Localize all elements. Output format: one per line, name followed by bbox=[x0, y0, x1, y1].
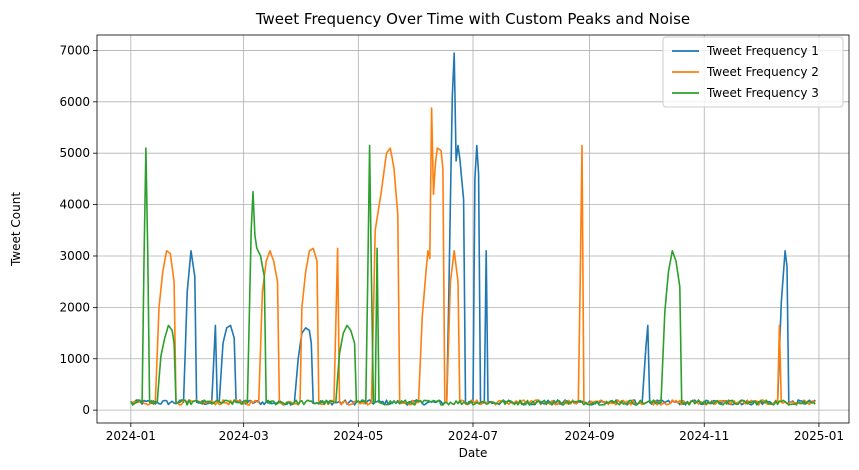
y-tick-label: 7000 bbox=[59, 43, 90, 57]
x-axis-ticks: 2024-01 2024-03 2024-05 2024-07 2024-09 2024-… bbox=[106, 423, 844, 443]
x-tick-label: 2024-09 bbox=[564, 429, 614, 443]
legend-label-2: Tweet Frequency 2 bbox=[706, 65, 819, 79]
y-axis-label: Tweet Count bbox=[9, 192, 23, 267]
y-tick-label: 3000 bbox=[59, 249, 90, 263]
legend-label-1: Tweet Frequency 1 bbox=[706, 44, 819, 58]
y-tick-label: 5000 bbox=[59, 146, 90, 160]
y-tick-label: 6000 bbox=[59, 95, 90, 109]
legend: Tweet Frequency 1 Tweet Frequency 2 Tweet … bbox=[662, 36, 844, 108]
chart-title: Tweet Frequency Over Time with Custom Pe… bbox=[255, 10, 690, 28]
x-tick-label: 2024-11 bbox=[679, 429, 729, 443]
x-tick-label: 2025-01 bbox=[794, 429, 844, 443]
x-axis-label: Date bbox=[459, 446, 488, 460]
y-tick-label: 2000 bbox=[59, 300, 90, 314]
legend-label-3: Tweet Frequency 3 bbox=[706, 86, 819, 100]
series-line-3 bbox=[130, 144, 816, 406]
x-tick-label: 2024-07 bbox=[448, 429, 498, 443]
x-tick-label: 2024-05 bbox=[333, 429, 383, 443]
y-axis-ticks: 0 1000 2000 3000 4000 5000 6000 7000 bbox=[59, 43, 97, 417]
legend-box bbox=[662, 36, 844, 108]
y-tick-label: 0 bbox=[82, 403, 90, 417]
y-tick-label: 1000 bbox=[59, 352, 90, 366]
series-lines bbox=[130, 52, 816, 406]
y-tick-label: 4000 bbox=[59, 198, 90, 212]
x-tick-label: 2024-03 bbox=[219, 429, 269, 443]
series-line-2 bbox=[130, 107, 816, 406]
x-tick-label: 2024-01 bbox=[106, 429, 156, 443]
